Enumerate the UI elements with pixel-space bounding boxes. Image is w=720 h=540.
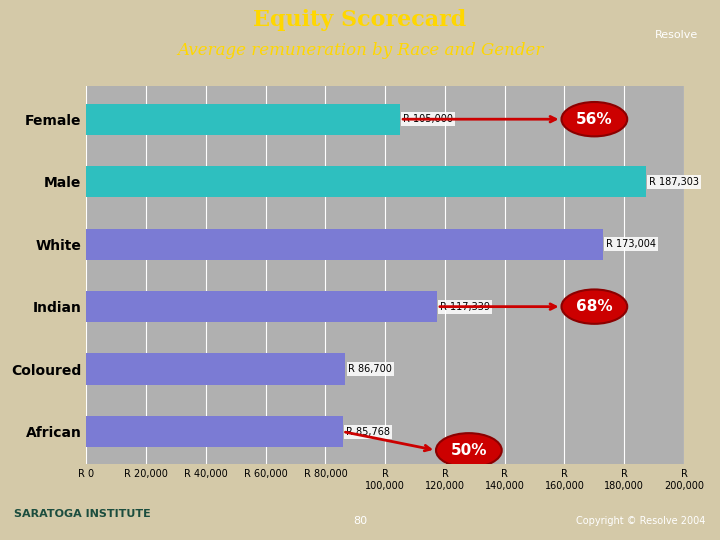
Bar [86, 166, 646, 197]
Text: SARATOGA INSTITUTE: SARATOGA INSTITUTE [14, 509, 151, 518]
Text: 80: 80 [353, 516, 367, 526]
Text: Copyright © Resolve 2004: Copyright © Resolve 2004 [576, 516, 706, 526]
Ellipse shape [562, 289, 627, 324]
Text: R 173,004: R 173,004 [606, 239, 657, 249]
Text: 68%: 68% [576, 299, 613, 314]
Bar [86, 104, 400, 135]
Text: R 86,700: R 86,700 [348, 364, 392, 374]
Text: Equity Scorecard: Equity Scorecard [253, 9, 467, 31]
Text: Average remuneration by Race and Gender: Average remuneration by Race and Gender [177, 42, 543, 59]
Bar [86, 416, 343, 447]
Bar [86, 354, 346, 384]
Text: Resolve: Resolve [655, 30, 698, 40]
Bar [86, 228, 603, 260]
Text: R 105,000: R 105,000 [403, 114, 453, 124]
Text: R 117,339: R 117,339 [440, 302, 490, 312]
Text: R 187,303: R 187,303 [649, 177, 699, 187]
Ellipse shape [436, 433, 502, 468]
Bar [86, 291, 437, 322]
Ellipse shape [562, 102, 627, 137]
Text: R 85,768: R 85,768 [346, 427, 390, 437]
Text: 50%: 50% [451, 443, 487, 458]
Text: 56%: 56% [576, 112, 613, 127]
